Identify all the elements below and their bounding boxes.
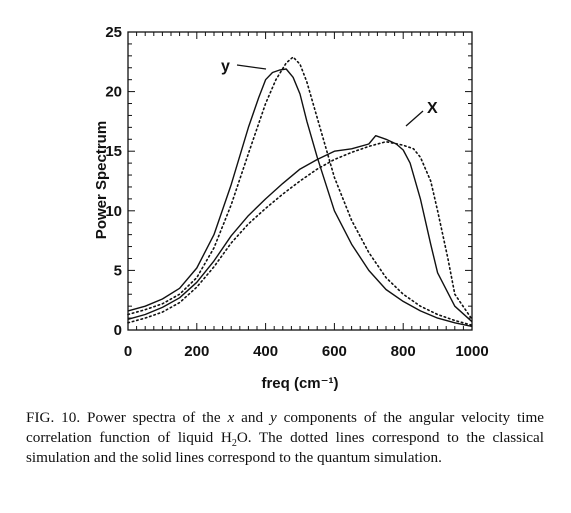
x-tick-label: 0 [124, 343, 132, 360]
caption-mid1: and [234, 409, 270, 426]
series-lines [127, 56, 473, 328]
figure-caption: FIG. 10. Power spectra of the x and y co… [26, 408, 544, 468]
y-tick-label: 0 [114, 322, 122, 339]
y-tick-label: 5 [114, 262, 122, 279]
axis-ticks [127, 31, 473, 331]
x-tick-label: 200 [184, 343, 209, 360]
series-tag-y-leader [236, 64, 267, 70]
y-tick-label: 20 [105, 84, 122, 101]
caption-subscript: 2 [231, 438, 237, 450]
caption-mid2: components of the angular velocity time … [26, 409, 544, 446]
x-tick-label: 400 [253, 343, 278, 360]
series-y-dotted [127, 56, 473, 326]
series-y-solid [127, 68, 473, 328]
series-x-solid [127, 135, 473, 323]
series-tag-y: y [221, 58, 230, 75]
x-tick-label: 800 [391, 343, 416, 360]
caption-var-y: y [269, 409, 277, 426]
y-tick-label: 15 [105, 143, 122, 160]
caption-prefix: FIG. 10. Power spectra of the [26, 409, 228, 426]
x-axis-label: freq (cm⁻¹) [261, 375, 338, 392]
x-tick-label: 1000 [455, 343, 488, 360]
series-tag-x-leader [405, 110, 424, 127]
plot-frame [127, 31, 473, 331]
y-axis-label: Power Spectrum [93, 121, 110, 239]
caption-var-x: x [227, 409, 235, 426]
y-tick-label: 10 [105, 203, 122, 220]
series-tag-x: X [427, 100, 438, 117]
series-x-dotted [127, 140, 473, 324]
plot-border [127, 31, 473, 331]
x-tick-label: 600 [322, 343, 347, 360]
tick-labels: 0 200 400 600 800 1000 0 5 10 15 20 25 [105, 24, 488, 360]
series-tags: yX [221, 58, 438, 127]
y-tick-label: 25 [105, 24, 122, 41]
caption-suffix: O. The dotted lines correspond to the cl… [26, 429, 544, 466]
